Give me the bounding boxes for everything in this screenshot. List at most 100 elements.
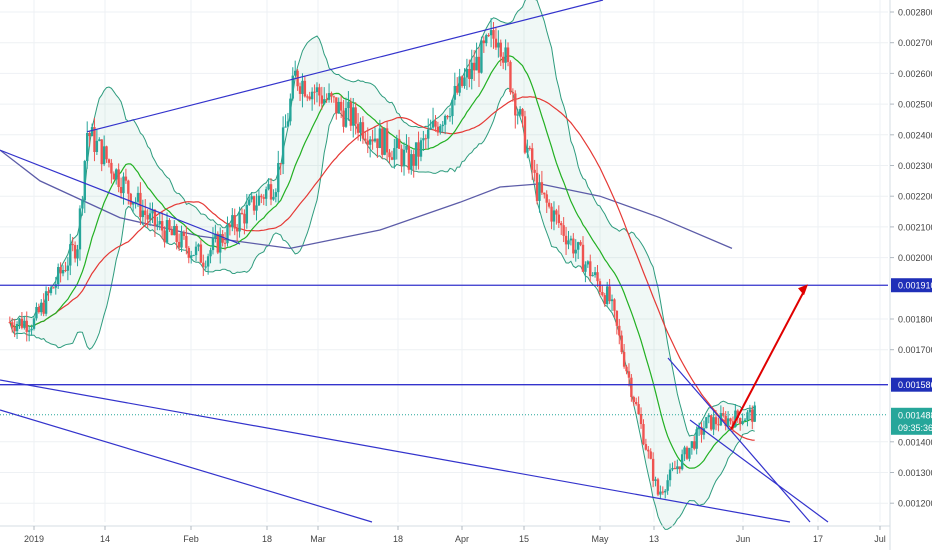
candle-body [436, 126, 440, 133]
falling-trendline-1[interactable] [0, 379, 791, 523]
wedge-upper-trendline[interactable] [667, 357, 811, 523]
projection-arrow[interactable] [730, 284, 808, 430]
candle-body [238, 212, 241, 232]
price-axis[interactable]: 0.002800 0.002700 0.002600 0.002500 0.002400… [889, 0, 932, 550]
candle-body [545, 194, 548, 203]
candle-body [688, 447, 691, 459]
candle-body [260, 195, 263, 198]
candle-body [639, 414, 643, 425]
wedge-lower-trendline[interactable] [689, 419, 829, 523]
candle-body [753, 405, 756, 422]
candle-body [417, 142, 420, 157]
candle-body [589, 261, 592, 277]
candle-body [562, 225, 565, 236]
candle-body [274, 192, 278, 197]
candle-body [180, 232, 183, 248]
price-tick-label: 0.002000 [898, 253, 932, 263]
candle-body [385, 128, 389, 153]
falling-trendline-2[interactable] [0, 409, 373, 523]
candle-body [651, 458, 655, 481]
candle-body [429, 127, 432, 130]
candle-body [567, 240, 570, 245]
candle-body [569, 238, 573, 241]
candle-body [661, 491, 665, 493]
candle-body [361, 122, 365, 139]
time-tick-label: 14 [100, 534, 110, 544]
candle-body [359, 122, 362, 133]
candle-body [511, 92, 515, 94]
candle-body [59, 267, 62, 274]
candle-body [397, 138, 401, 149]
candle-body [615, 310, 619, 326]
time-axis[interactable]: 2019 14 Feb 18 Mar 18 Apr 15 May 13 Jun 17 Jul [0, 525, 890, 544]
candle-body [463, 77, 466, 86]
candle-body [521, 109, 524, 117]
candle-body [112, 173, 116, 180]
resistance-price-tag-bg [891, 278, 932, 293]
candle-body [475, 56, 478, 71]
candle-body [702, 428, 706, 435]
time-tick-label: 13 [649, 534, 659, 544]
candle-body [518, 109, 522, 115]
price-tick-label: 0.001400 [898, 437, 932, 447]
candle-body [226, 224, 229, 244]
candle-body [95, 140, 99, 152]
candle-body [49, 287, 53, 294]
candle-body [410, 154, 413, 170]
candle-body [743, 419, 747, 422]
candle-body [32, 318, 36, 329]
price-tick-label: 0.002400 [898, 130, 932, 140]
candle-body [601, 292, 604, 296]
falling-trendline-long[interactable] [0, 149, 241, 245]
candle-body [64, 270, 67, 272]
candle-body [151, 209, 154, 214]
candle-body [37, 306, 41, 313]
candle-body [480, 40, 483, 73]
candle-body [182, 232, 186, 236]
candle-body [593, 272, 597, 276]
candle-body [381, 128, 384, 155]
candle-body [69, 244, 72, 266]
trendlines[interactable] [0, 0, 829, 523]
candle-body [402, 149, 406, 166]
candle-body [523, 116, 527, 153]
resistance-price-tag: 0.001910 [898, 281, 932, 291]
candle-body [368, 139, 372, 145]
candle-body [308, 96, 311, 100]
price-tick-label: 0.001700 [898, 345, 932, 355]
candle-body [390, 157, 394, 160]
candle-body [221, 234, 224, 243]
candle-body [115, 169, 118, 180]
candle-body [748, 409, 752, 413]
candle-body [446, 115, 449, 118]
candle-body [160, 221, 164, 231]
candle-body [393, 148, 396, 160]
candle-body [30, 328, 33, 331]
candle-body [603, 295, 606, 305]
candle-body [257, 195, 261, 206]
candle-body [202, 262, 205, 267]
candle-body [206, 256, 210, 267]
candle-body [709, 415, 713, 430]
candle-body [504, 47, 507, 63]
candle-body [349, 101, 353, 126]
candle-body [286, 121, 290, 127]
candle-body [192, 255, 195, 257]
candle-body [492, 30, 495, 39]
candle-body [156, 224, 159, 226]
candle-body [330, 93, 333, 97]
candle-body [228, 224, 232, 228]
candle-body [622, 352, 626, 367]
candle-body [726, 418, 730, 427]
upper-channel-trendline[interactable] [87, 0, 604, 133]
price-tick-label: 0.001800 [898, 315, 932, 325]
candle-body [42, 302, 45, 314]
candle-body [35, 306, 38, 319]
candle-body [746, 412, 749, 420]
candle-body [700, 426, 703, 435]
candle-body [313, 91, 316, 93]
candle-body [424, 138, 427, 140]
candle-countdown-tag: 09:35:36 [898, 423, 932, 433]
